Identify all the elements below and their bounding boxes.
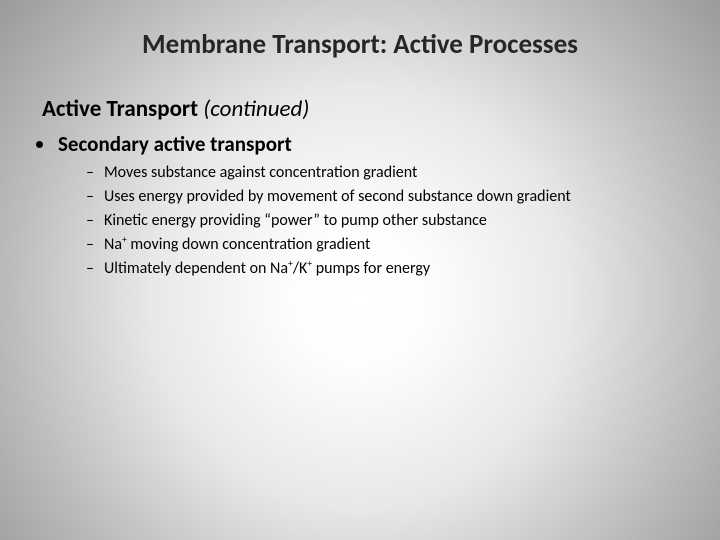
slide-title: Membrane Transport: Active Processes xyxy=(42,28,678,61)
sub-bullet: Kinetic energy providing “power” to pump… xyxy=(86,209,678,233)
sub-bullet: Moves substance against concentration gr… xyxy=(86,161,678,185)
sub-bullet: Uses energy provided by movement of seco… xyxy=(86,185,678,209)
bullet-secondary-active-transport: Secondary active transport Moves substan… xyxy=(56,131,678,281)
text: /K xyxy=(293,259,308,278)
text: Na xyxy=(104,235,122,254)
sub-bullet: Ultimately dependent on Na+/K+ pumps for… xyxy=(86,257,678,281)
subtitle-main: Active Transport xyxy=(42,95,198,123)
bullet-list-level2: Moves substance against concentration gr… xyxy=(86,161,678,281)
subtitle-continued: (continued) xyxy=(198,95,309,123)
text: Ultimately dependent on Na xyxy=(104,259,288,278)
slide-subtitle: Active Transport (continued) xyxy=(42,95,678,123)
bullet-list-level1: Secondary active transport Moves substan… xyxy=(56,131,678,281)
slide: Membrane Transport: Active Processes Act… xyxy=(0,0,720,540)
text: moving down concentration gradient xyxy=(127,235,371,254)
sub-bullet: Na+ moving down concentration gradient xyxy=(86,233,678,257)
bullet-text: Secondary active transport xyxy=(58,131,292,157)
text: pumps for energy xyxy=(312,259,430,278)
